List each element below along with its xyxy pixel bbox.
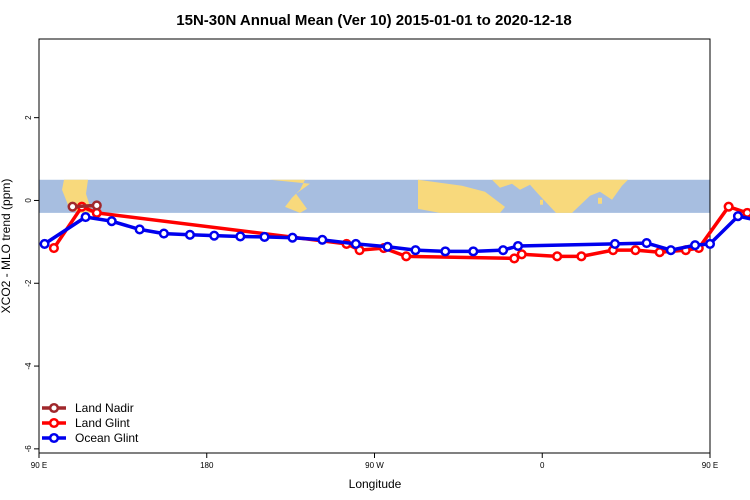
legend-swatch-point [48, 402, 60, 414]
legend-label: Land Nadir [75, 401, 134, 415]
data-point [576, 251, 587, 262]
legend-label: Ocean Glint [75, 431, 139, 445]
series-layer [39, 200, 750, 264]
data-point [665, 245, 676, 256]
data-point [184, 229, 196, 240]
data-point [67, 201, 78, 212]
data-point [468, 246, 479, 257]
chart-title: 15N-30N Annual Mean (Ver 10) 2015-01-01 … [176, 12, 571, 29]
legend-label: Land Glint [75, 416, 130, 430]
series-ocean-glint [39, 211, 750, 257]
data-point [209, 230, 220, 241]
y-tick-label: 2 [24, 115, 33, 120]
data-point [723, 201, 734, 212]
y-tick-label: -2 [24, 279, 33, 287]
data-point [317, 234, 328, 245]
data-point [630, 245, 641, 256]
legend-item: Ocean Glint [42, 431, 139, 445]
data-point [287, 232, 298, 243]
x-tick-label: 180 [200, 461, 214, 470]
data-point [134, 224, 145, 235]
data-point [410, 245, 421, 256]
data-point [704, 238, 716, 249]
data-point [48, 243, 59, 254]
data-point [732, 211, 744, 222]
data-point [235, 231, 246, 242]
y-axis: 2 0 -2 -4 -6 [24, 115, 39, 453]
land-shape [418, 179, 630, 213]
legend-swatch-point [48, 417, 60, 429]
data-point [106, 216, 117, 227]
data-point [609, 238, 620, 249]
data-point [498, 245, 509, 256]
data-point [440, 246, 451, 257]
data-point [401, 251, 412, 262]
land-shape [418, 179, 505, 213]
data-point [690, 240, 701, 251]
x-tick-label: 90 E [702, 461, 718, 470]
legend-item: Land Nadir [42, 401, 134, 415]
land-shape [598, 197, 602, 204]
legend-swatch-point [48, 432, 60, 444]
x-axis-label: Longitude [349, 477, 402, 491]
data-point [552, 251, 563, 262]
data-point [39, 238, 50, 249]
x-tick-label: 0 [540, 461, 545, 470]
data-point [91, 200, 102, 211]
x-tick-label: 90 E [31, 461, 47, 470]
y-axis-label: XCO2 - MLO trend (ppm) [0, 179, 13, 314]
data-point [382, 241, 393, 252]
land-shape [540, 199, 543, 205]
data-point [654, 247, 665, 258]
data-point [742, 207, 750, 218]
data-point [80, 211, 91, 223]
series-line [43, 214, 750, 254]
data-point [641, 238, 652, 249]
land-shape [270, 179, 310, 213]
data-point [509, 253, 520, 264]
data-point [512, 240, 524, 252]
data-point [158, 228, 169, 239]
legend-item: Land Glint [42, 416, 130, 430]
world-map-band [39, 179, 710, 213]
data-point [350, 238, 361, 249]
y-tick-label: -4 [24, 362, 33, 370]
series-land-nadir [67, 200, 102, 212]
y-tick-label: -6 [24, 445, 33, 453]
y-tick-label: 0 [24, 198, 33, 203]
x-axis: 90 E 180 90 W 0 90 E [31, 453, 718, 470]
data-point [259, 231, 270, 242]
x-tick-label: 90 W [365, 461, 384, 470]
data-point [516, 249, 527, 260]
